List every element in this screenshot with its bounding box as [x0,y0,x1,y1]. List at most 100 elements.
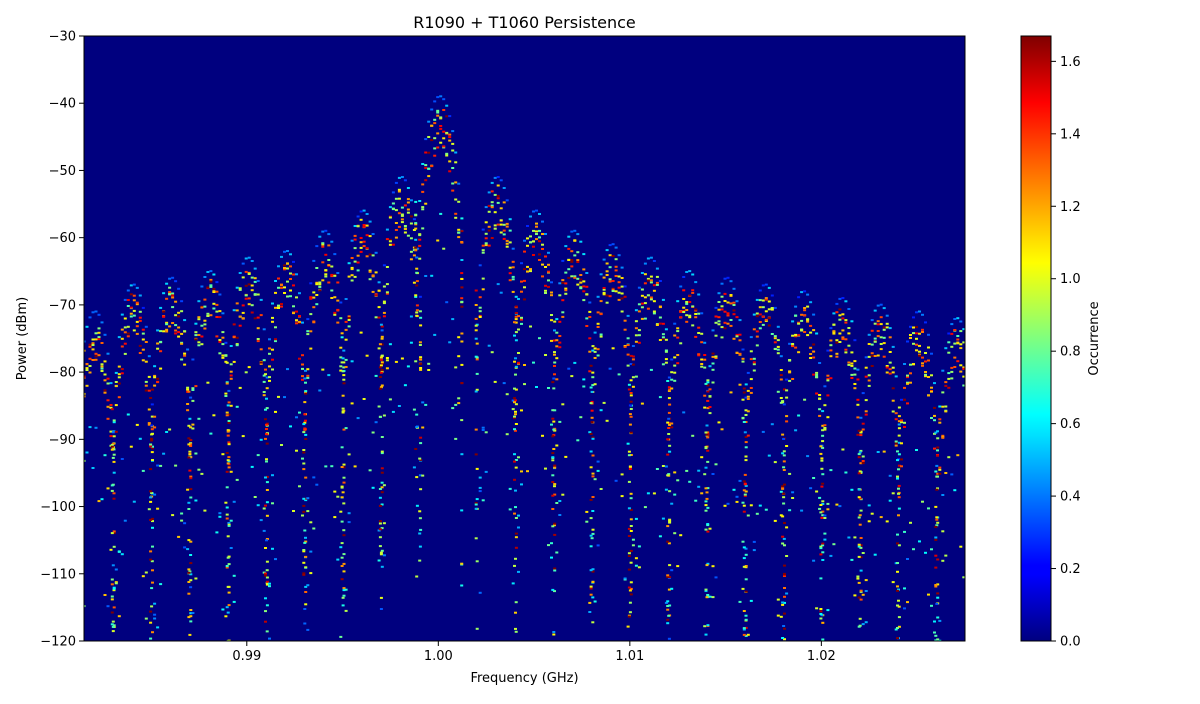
heat-cell [596,460,600,463]
heat-cell [304,591,308,593]
colorbar-tick-label: 0.6 [1060,417,1081,432]
heat-cell [277,265,280,268]
heat-cell [844,300,848,303]
heat-cell [424,138,428,141]
heat-cell [484,221,488,224]
heat-cell [844,321,848,324]
heat-cell [652,260,656,262]
heat-cell [593,600,597,603]
heat-cell [835,302,839,305]
heat-cell [703,354,707,356]
heat-cell [705,433,709,436]
heat-cell [800,291,804,294]
heat-cell [380,436,384,438]
heat-cell [535,233,538,235]
heat-cell [265,583,269,586]
heat-cell [382,484,386,487]
heat-cell [151,520,154,523]
heat-cell [110,595,114,598]
heat-cell [558,294,562,297]
heat-cell [649,256,653,259]
heat-cell [535,238,538,241]
heat-cell [520,316,523,319]
heat-cell [894,628,898,631]
heat-cell [564,245,568,248]
heat-cell [286,368,289,371]
heat-cell [264,418,267,421]
heat-cell [891,387,895,390]
heat-cell [400,218,404,221]
heat-cell [200,306,204,309]
heat-cell [156,347,160,350]
heat-cell [864,621,868,624]
heat-cell [268,352,271,355]
heat-cell [490,237,494,239]
heat-cell [758,313,762,316]
heat-cell [821,544,825,547]
heat-cell [873,337,877,340]
heat-cell [478,476,482,479]
heat-cell [391,202,395,205]
heat-cell [903,426,906,428]
heat-cell [706,487,710,490]
heat-cell [744,565,748,567]
heat-cell [782,403,786,406]
heat-cell [593,331,597,334]
heat-cell [553,533,557,536]
heat-cell [235,286,239,289]
heat-cell [637,566,641,569]
heat-cell [819,545,823,548]
heat-cell [627,383,631,386]
heat-cell [513,397,516,400]
heat-cell [744,436,748,438]
heat-cell [785,378,789,381]
heat-cell [382,315,386,318]
heat-cell [673,322,677,325]
heat-cell [717,301,721,303]
heat-cell [959,370,963,373]
heat-cell [864,413,868,416]
heat-cell [424,179,428,182]
heat-cell [561,299,565,302]
heat-cell [378,488,382,490]
heat-cell [132,294,136,297]
heat-cell [342,589,346,592]
heat-cell [975,529,978,531]
heat-cell [189,426,193,429]
heat-cell [268,582,271,585]
heat-cell [377,289,381,292]
heat-cell [930,386,933,389]
heat-cell [144,571,148,574]
heat-cell [430,139,434,142]
heat-cell [558,346,562,349]
heat-cell [853,360,857,363]
heat-cell [73,545,76,547]
heat-cell [159,583,163,586]
heat-cell [385,367,389,370]
heat-cell [682,276,686,278]
heat-cell [900,465,903,468]
heat-cell [776,352,780,355]
heat-cell [91,359,95,361]
heat-cell [339,317,343,320]
heat-cell [821,482,825,485]
heat-cell [596,354,600,357]
heat-cell [975,432,978,434]
heat-cell [460,286,464,289]
heat-cell [197,468,201,471]
heat-cell [379,358,383,361]
heat-cell [652,310,656,313]
heat-cell [298,357,301,360]
heat-cell [418,545,422,548]
heat-cell [513,360,516,363]
heat-cell [165,282,169,285]
heat-cell [664,328,668,331]
heat-cell [117,550,121,553]
heat-cell [342,502,346,505]
heat-cell [347,521,351,524]
heat-cell [180,512,184,515]
heat-cell [703,366,707,369]
heat-cell [896,562,899,564]
heat-cell [306,333,310,336]
heat-cell [505,239,509,242]
